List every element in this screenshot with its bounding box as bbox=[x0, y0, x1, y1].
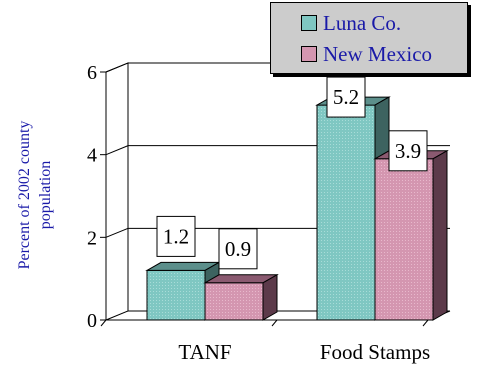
bar-side bbox=[432, 149, 448, 321]
data-label: 3.9 bbox=[395, 139, 421, 163]
legend-label-luna: Luna Co. bbox=[323, 10, 402, 35]
y-axis-label-line-2: population bbox=[37, 160, 54, 230]
y-axis-label-line-1: Percent of 2002 county bbox=[16, 120, 33, 270]
legend-label-new-mexico: New Mexico bbox=[323, 41, 433, 66]
bar bbox=[146, 269, 206, 321]
x-tick bbox=[271, 319, 278, 327]
bars bbox=[145, 96, 449, 321]
y-axis-label: Percent of 2002 county population bbox=[14, 121, 56, 270]
x-tick bbox=[100, 319, 107, 327]
y-tick-label: 6 bbox=[87, 62, 97, 84]
data-label: 0.9 bbox=[225, 237, 251, 261]
axes: 0 2 4 6 TANF Food Stamps bbox=[87, 62, 430, 364]
data-labels: 1.2 0.9 5.2 3.9 bbox=[156, 76, 428, 270]
data-label-box bbox=[218, 228, 258, 270]
data-label: 5.2 bbox=[333, 85, 359, 109]
data-label: 1.2 bbox=[163, 224, 189, 248]
data-label-box bbox=[388, 130, 428, 172]
x-tick bbox=[422, 319, 429, 327]
legend-item-luna: Luna Co. bbox=[301, 9, 401, 37]
bar-side bbox=[262, 273, 278, 321]
y-axis-label-area: Percent of 2002 county population bbox=[0, 60, 70, 330]
data-label-box bbox=[326, 76, 366, 118]
side-wall bbox=[105, 62, 129, 321]
legend-swatch-luna bbox=[301, 15, 317, 31]
x-tick-label: TANF bbox=[178, 340, 231, 364]
y-tick-label: 4 bbox=[87, 145, 97, 167]
x-tick-label: Food Stamps bbox=[320, 340, 430, 364]
legend: Luna Co. New Mexico bbox=[270, 2, 468, 74]
legend-swatch-new-mexico bbox=[301, 46, 317, 62]
legend-item-new-mexico: New Mexico bbox=[301, 40, 432, 68]
data-label-box bbox=[156, 215, 196, 257]
bar bbox=[204, 282, 264, 321]
bar bbox=[316, 104, 376, 321]
bar bbox=[374, 158, 434, 321]
y-tick-label: 0 bbox=[87, 310, 97, 332]
y-tick-label: 2 bbox=[87, 227, 97, 249]
